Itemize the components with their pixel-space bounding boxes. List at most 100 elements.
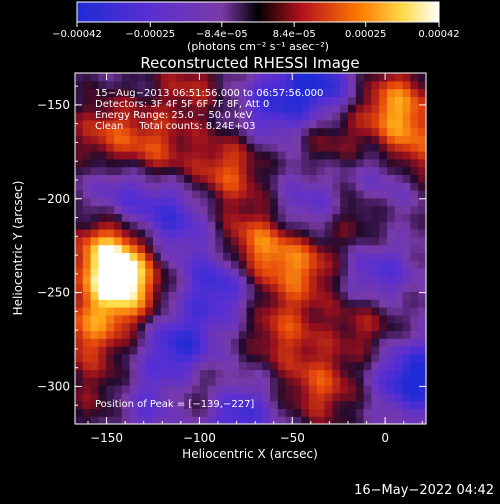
heatmap-cell <box>238 213 248 222</box>
heatmap-cell <box>324 346 333 355</box>
heatmap-cell <box>348 205 357 214</box>
heatmap-cell <box>192 260 201 269</box>
heatmap-cell <box>153 322 162 331</box>
colorbar-tick-label: 8.4e−05 <box>273 29 316 40</box>
heatmap-cell <box>168 330 177 339</box>
heatmap-cell <box>75 330 84 339</box>
heatmap-cell <box>153 299 162 308</box>
heatmap-cell <box>106 353 115 363</box>
heatmap-cell <box>285 283 294 292</box>
heatmap-cell <box>293 260 302 269</box>
heatmap-cell <box>363 307 372 316</box>
heatmap-cell <box>223 252 232 261</box>
heatmap-cell <box>418 385 427 394</box>
heatmap-cell <box>114 353 123 363</box>
heatmap-cell <box>418 229 427 238</box>
heatmap-cell <box>324 135 333 144</box>
heatmap-cell <box>410 392 419 402</box>
heatmap-cell <box>137 236 146 246</box>
heatmap-cell <box>207 392 216 402</box>
heatmap-cell <box>363 338 372 347</box>
heatmap-cell <box>324 307 333 316</box>
heatmap-cell <box>394 127 404 136</box>
heatmap-cell <box>90 369 99 378</box>
heatmap-cell <box>75 260 84 269</box>
heatmap-cell <box>363 268 372 277</box>
heatmap-cell <box>192 377 201 386</box>
heatmap-cell <box>394 361 404 370</box>
heatmap-cell <box>90 400 99 409</box>
heatmap-cell <box>371 275 380 285</box>
heatmap-cell <box>340 112 349 121</box>
heatmap-cell <box>98 268 107 277</box>
heatmap-cell <box>231 330 240 339</box>
heatmap-cell <box>277 377 287 386</box>
heatmap-cell <box>324 236 333 246</box>
heatmap-cell <box>90 299 99 308</box>
heatmap-cell <box>418 166 427 175</box>
heatmap-cell <box>293 361 302 370</box>
heatmap-cell <box>176 73 185 82</box>
heatmap-cell <box>316 236 326 246</box>
heatmap-cell <box>215 252 224 261</box>
heatmap-cell <box>106 377 115 386</box>
heatmap-cell <box>363 190 372 199</box>
heatmap-cell <box>137 112 146 121</box>
heatmap-cell <box>246 299 255 308</box>
heatmap-cell <box>355 369 365 378</box>
heatmap-cell <box>379 385 388 394</box>
heatmap-cell <box>262 353 271 363</box>
heatmap-cell <box>324 400 333 409</box>
heatmap-cell <box>238 322 248 331</box>
heatmap-cell <box>246 338 255 347</box>
heatmap-cell <box>223 377 232 386</box>
heatmap-cell <box>199 260 209 269</box>
heatmap-cell <box>348 221 357 230</box>
heatmap-cell <box>340 229 349 238</box>
heatmap-cell <box>402 408 411 417</box>
heatmap-cell <box>90 338 99 347</box>
heatmap-cell <box>394 346 404 355</box>
heatmap-cell <box>137 96 146 105</box>
heatmap-cell <box>270 307 279 316</box>
heatmap-cell <box>355 275 365 285</box>
heatmap-cell <box>121 190 131 199</box>
heatmap-cell <box>129 73 138 82</box>
heatmap-cell <box>285 143 294 152</box>
heatmap-cell <box>121 392 131 402</box>
heatmap-cell <box>121 275 131 285</box>
heatmap-cell <box>137 252 146 261</box>
heatmap-cell <box>246 392 255 402</box>
heatmap-cell <box>301 135 310 144</box>
heatmap-cell <box>114 385 123 394</box>
heatmap-cell <box>254 385 263 394</box>
heatmap-cell <box>285 190 294 199</box>
heatmap-cell <box>168 112 177 121</box>
heatmap-cell <box>254 353 263 363</box>
heatmap-cell <box>316 229 326 238</box>
heatmap-cell <box>285 353 294 363</box>
heatmap-cell <box>129 338 138 347</box>
heatmap-cell <box>379 166 388 175</box>
heatmap-cell <box>207 346 216 355</box>
heatmap-cell <box>270 369 279 378</box>
heatmap-cell <box>176 166 185 175</box>
heatmap-cell <box>418 400 427 409</box>
heatmap-cell <box>145 96 154 105</box>
heatmap-cell <box>184 143 193 152</box>
heatmap-cell <box>355 151 365 160</box>
heatmap-cell <box>277 346 287 355</box>
heatmap-cell <box>270 385 279 394</box>
heatmap-cell <box>277 197 287 207</box>
heatmap-cell <box>168 151 177 160</box>
heatmap-cell <box>129 392 138 402</box>
heatmap-cell <box>121 369 131 378</box>
heatmap-cell <box>98 260 107 269</box>
heatmap-cell <box>316 408 326 417</box>
heatmap-cell <box>106 268 115 277</box>
heatmap-cell <box>316 346 326 355</box>
heatmap-cell <box>231 197 240 207</box>
heatmap-cell <box>246 236 255 246</box>
heatmap-cell <box>418 283 427 292</box>
heatmap-cell <box>82 314 92 324</box>
